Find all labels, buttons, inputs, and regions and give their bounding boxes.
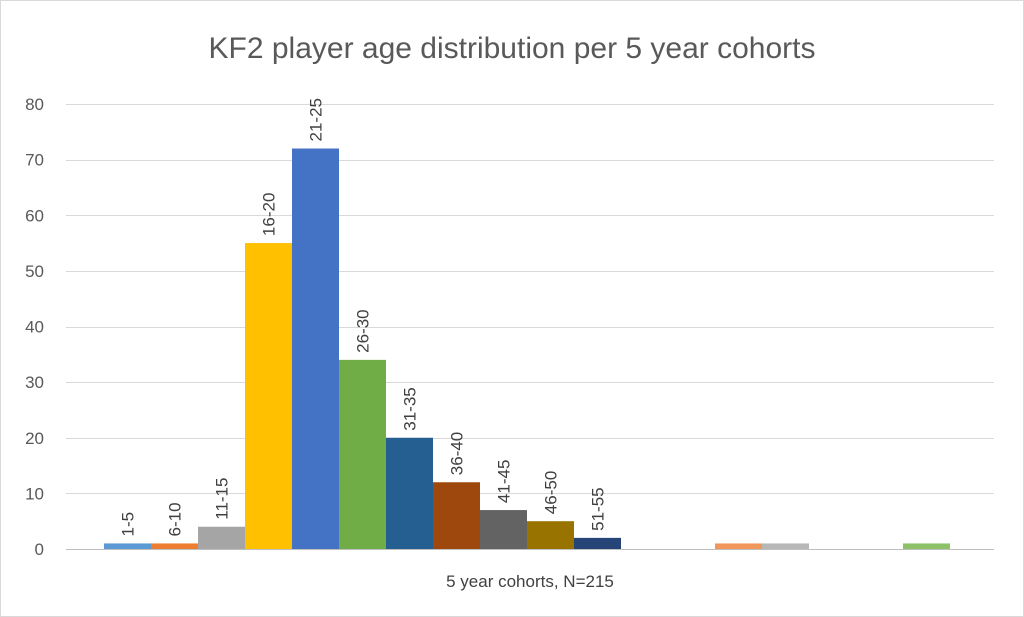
y-tick-label: 50 — [25, 262, 44, 281]
bars — [104, 148, 950, 549]
bar — [480, 510, 527, 549]
bar — [762, 543, 809, 549]
y-tick-label: 40 — [25, 318, 44, 337]
data-label: 31-35 — [401, 387, 420, 430]
x-axis-title: 5 year cohorts, N=215 — [446, 572, 614, 591]
bar — [151, 543, 198, 549]
data-label: 26-30 — [354, 309, 373, 352]
data-label: 46-50 — [542, 471, 561, 514]
bar — [245, 243, 292, 549]
data-label: 41-45 — [495, 460, 514, 503]
y-tick-label: 30 — [25, 373, 44, 392]
data-label: 6-10 — [166, 502, 185, 536]
bar — [386, 437, 433, 549]
chart-title: KF2 player age distribution per 5 year c… — [209, 32, 816, 65]
y-tick-label: 10 — [25, 484, 44, 503]
bar — [574, 537, 621, 549]
gridlines — [66, 104, 994, 494]
y-tick-label: 70 — [25, 151, 44, 170]
bar — [292, 148, 339, 549]
bar — [104, 543, 151, 549]
bar — [903, 543, 950, 549]
y-tick-label: 0 — [35, 540, 44, 559]
y-tick-label: 80 — [25, 95, 44, 114]
y-tick-label: 60 — [25, 206, 44, 225]
data-label: 51-55 — [589, 487, 608, 530]
data-label: 36-40 — [448, 432, 467, 475]
bar — [198, 526, 245, 549]
bar — [339, 359, 386, 549]
bar — [527, 521, 574, 549]
data-label: 16-20 — [260, 193, 279, 236]
y-tick-label: 20 — [25, 429, 44, 448]
data-label: 11-15 — [213, 478, 232, 520]
data-labels: 1-5 6-10 11-15 16-20 21-25 26-30 31-35 36-40 41-… — [119, 98, 608, 536]
y-axis-ticks: 0 10 20 30 40 50 60 70 80 — [25, 95, 44, 559]
data-label: 21-25 — [307, 98, 326, 141]
bar — [715, 543, 762, 549]
bar — [433, 482, 480, 549]
data-label: 1-5 — [119, 512, 138, 537]
